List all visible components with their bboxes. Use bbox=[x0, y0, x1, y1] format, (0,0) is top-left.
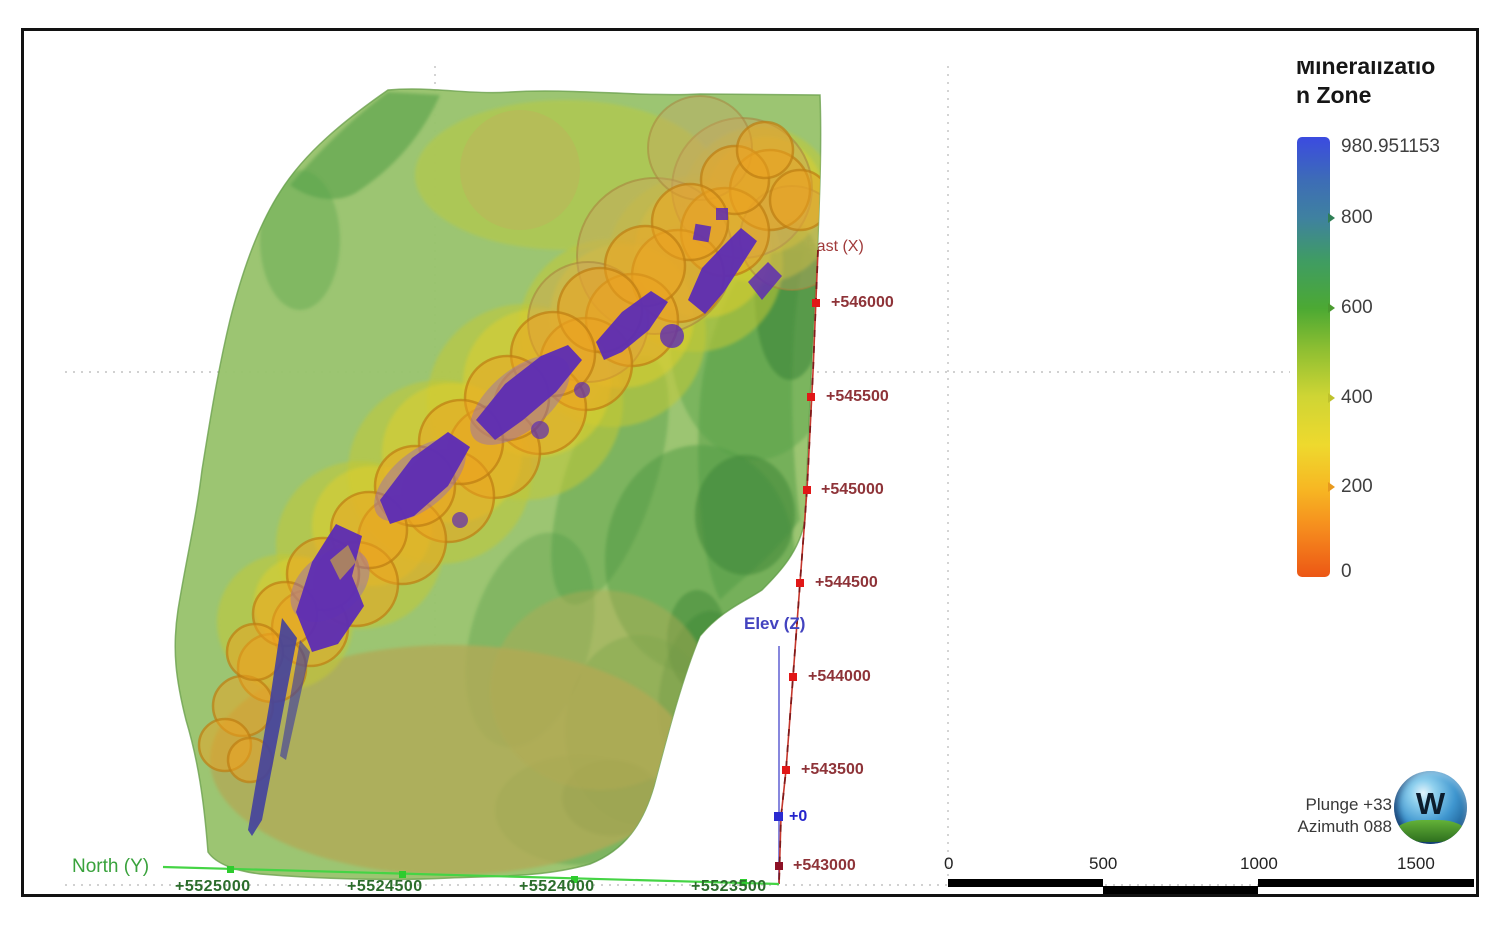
north-tick-label: +5525000 bbox=[175, 878, 251, 895]
azimuth-label: Azimuth 088 bbox=[1297, 817, 1393, 836]
scalebar-segment bbox=[1103, 886, 1258, 894]
scalebar-segment bbox=[948, 879, 1103, 887]
colorbar-tick-pointer bbox=[1328, 213, 1335, 223]
legend-max-value: 980.951153 bbox=[1341, 136, 1440, 157]
legend-tick-label: 200 bbox=[1341, 476, 1373, 497]
legend-tick-label: 600 bbox=[1341, 297, 1373, 318]
legend-title-line1: Mineralizatio bbox=[1296, 61, 1436, 79]
scalebar-label: 1000 bbox=[1240, 854, 1278, 873]
purple-dike bbox=[248, 618, 310, 836]
orientation-globe[interactable]: W bbox=[1394, 771, 1467, 844]
elev-axis-label: Elev (Z) bbox=[744, 614, 806, 633]
plunge-label: Plunge +33 bbox=[1305, 795, 1393, 814]
elev-origin-label: +0 bbox=[789, 808, 808, 825]
scalebar-label: 0 bbox=[944, 854, 954, 873]
orientation-readout: Plunge +33 Azimuth 088 bbox=[1238, 794, 1393, 838]
north-tick-label: +5524000 bbox=[519, 878, 595, 895]
scalebar-label: 500 bbox=[1089, 854, 1118, 873]
east-tick-label: +544500 bbox=[815, 574, 878, 591]
scalebar-segment bbox=[1258, 879, 1474, 887]
north-tick-label: +5523500 bbox=[691, 878, 767, 895]
olive-layer bbox=[210, 590, 710, 875]
east-tick-label: +544000 bbox=[808, 668, 871, 685]
scalebar-label: 1500 bbox=[1397, 854, 1435, 873]
colorbar-tick-pointer bbox=[1328, 303, 1335, 313]
legend-title-line2: n Zone bbox=[1296, 82, 1372, 108]
purple-core bbox=[290, 208, 782, 652]
colorbar-tick-pointer bbox=[1328, 482, 1335, 492]
colorbar-tick-pointer bbox=[1328, 393, 1335, 403]
east-tick-label: +545000 bbox=[821, 481, 884, 498]
legend-colorbar bbox=[1297, 137, 1335, 577]
legend-title: Mineralizatio n Zone bbox=[1296, 61, 1476, 121]
globe-ground bbox=[1394, 819, 1467, 842]
east-tick-label: +543500 bbox=[801, 761, 864, 778]
north-axis-label: North (Y) bbox=[72, 856, 150, 877]
legend-tick-label: 800 bbox=[1341, 207, 1373, 228]
north-tick-label: +5524500 bbox=[347, 878, 423, 895]
east-tick-label: +546000 bbox=[831, 294, 894, 311]
east-tick-label: +543000 bbox=[793, 857, 856, 874]
legend-tick-label: 400 bbox=[1341, 387, 1373, 408]
legend-tick-label: 0 bbox=[1341, 561, 1352, 582]
globe-direction-letter: W bbox=[1415, 786, 1446, 821]
east-tick-label: +545500 bbox=[826, 388, 889, 405]
east-axis-label: East (X) bbox=[806, 238, 864, 255]
